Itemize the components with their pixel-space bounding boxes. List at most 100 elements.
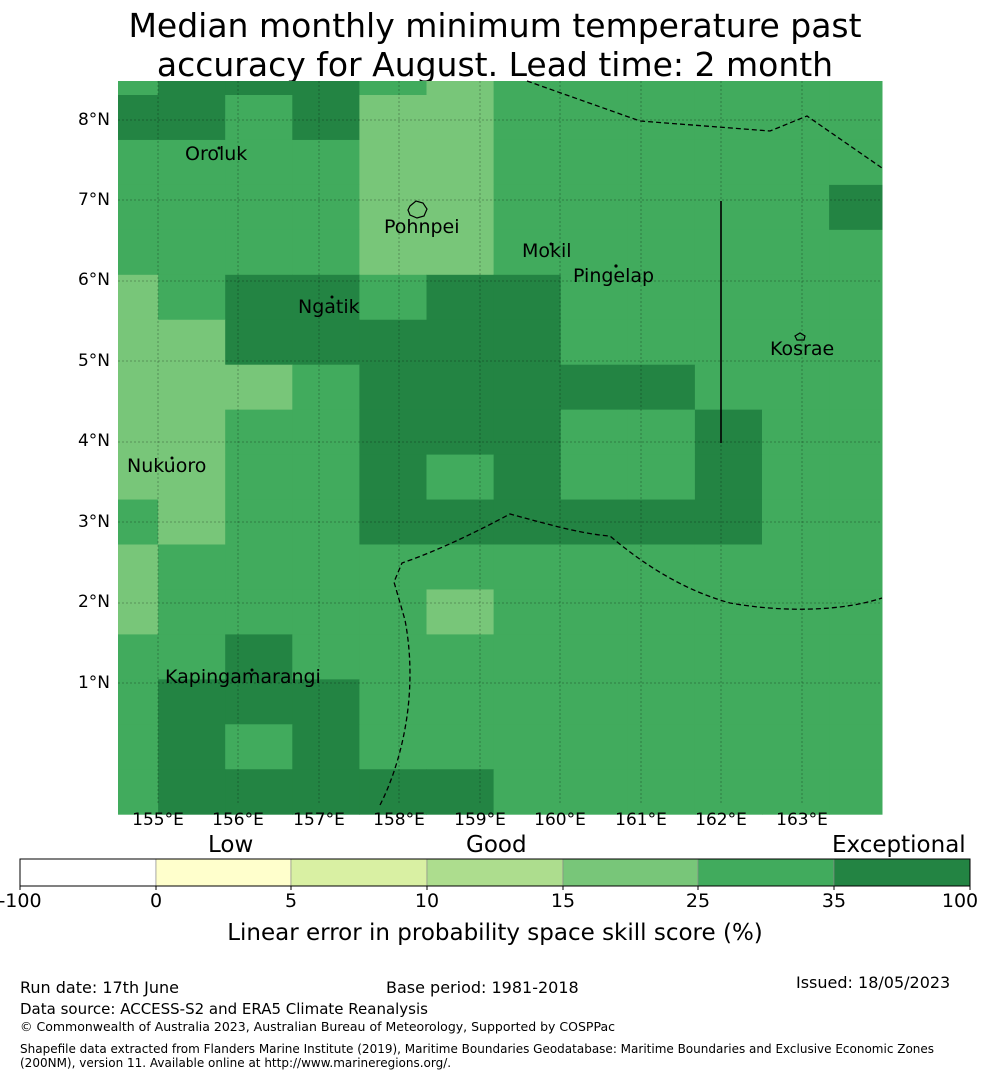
shapefile-credit-line-1: Shapefile data extracted from Flanders M…: [20, 1042, 935, 1056]
pohnpei-island-shape: [407, 200, 428, 219]
grid-cell: [292, 499, 360, 545]
grid-cell: [158, 95, 226, 141]
grid-cell: [225, 634, 293, 680]
grid-cell: [694, 724, 763, 770]
grid-cell: [118, 81, 159, 96]
grid-cell: [694, 229, 763, 276]
grid-cell: [829, 81, 883, 96]
grid-cell: [762, 679, 830, 725]
grid-cell: [493, 409, 562, 456]
grid-cell: [118, 229, 159, 276]
grid-cell: [292, 409, 360, 456]
grid-cell: [627, 319, 696, 366]
grid-cell: [627, 409, 696, 456]
grid-cell: [560, 769, 629, 815]
lat-label-4n: 4°N: [77, 431, 110, 451]
place-label-pohnpei: Pohnpei: [384, 216, 460, 238]
lat-label-7n: 7°N: [77, 190, 110, 210]
grid-cell: [158, 544, 226, 590]
map-title: Median monthly minimum temperature past …: [0, 6, 990, 84]
grid-cell: [627, 95, 696, 141]
grid-cell: [560, 229, 629, 276]
grid-cell: [158, 454, 226, 501]
data-source: Data source: ACCESS-S2 and ERA5 Climate …: [20, 1000, 428, 1018]
pingelap-atoll-mark: [614, 264, 618, 268]
place-label-nukuoro: Nukuoro: [127, 455, 207, 477]
grid-cell: [694, 184, 763, 231]
kosrae-island-shape: [794, 332, 806, 341]
grid-cell: [493, 184, 562, 231]
grid-cell: [560, 409, 629, 456]
colorbar-tick-25: 25: [685, 890, 711, 912]
grid-cell: [829, 229, 883, 276]
grid-cell: [627, 81, 696, 96]
colorbar-segment: [155, 858, 292, 887]
grid-cell: [225, 229, 293, 276]
grid-cell: [560, 95, 629, 141]
eez-boundaries: [379, 80, 883, 806]
lon-label-163e: 163°E: [776, 810, 828, 830]
lat-label-6n: 6°N: [77, 270, 110, 290]
grid-cell: [694, 274, 763, 321]
grid-cell: [627, 364, 696, 411]
grid-cell: [118, 409, 159, 456]
grid-cell: [762, 274, 830, 321]
grid-cell: [158, 184, 226, 231]
grid-cell: [359, 95, 427, 141]
grid-cell: [118, 724, 159, 770]
lon-label-160e: 160°E: [534, 810, 586, 830]
oroluk-atoll-mark: [217, 146, 221, 150]
grid-cell: [158, 229, 226, 276]
grid-cell: [292, 364, 360, 411]
grid-cell: [829, 499, 883, 545]
grid-cell: [225, 499, 293, 545]
category-label-exceptional: Exceptional: [832, 832, 966, 858]
grid-cell: [627, 184, 696, 231]
grid-cell: [493, 724, 562, 770]
grid-cell: [118, 95, 159, 141]
grid-cell: [762, 499, 830, 545]
grid-cell: [292, 274, 360, 321]
place-label-mokil: Mokil: [522, 240, 572, 262]
grid-cell: [426, 319, 495, 366]
grid-cell: [359, 769, 427, 815]
grid-cell: [225, 589, 293, 635]
grid-cell: [292, 81, 360, 96]
grid-cell: [694, 769, 763, 815]
grid-cell: [627, 589, 696, 635]
grid-cell: [426, 139, 495, 186]
grid-cell: [829, 724, 883, 770]
grid-cell: [359, 81, 427, 96]
grid-cell: [627, 769, 696, 815]
grid-cell: [118, 319, 159, 366]
lon-label-156e: 156°E: [212, 810, 264, 830]
grid-cell: [118, 184, 159, 231]
grid-cell: [762, 364, 830, 411]
grid-cell: [694, 409, 763, 456]
place-label-oroluk: Oroluk: [185, 143, 248, 165]
grid-cell: [829, 95, 883, 141]
grid-cell: [493, 499, 562, 545]
grid-cell: [426, 499, 495, 545]
lon-label-159e: 159°E: [454, 810, 506, 830]
grid-cell: [158, 499, 226, 545]
grid-cell: [493, 769, 562, 815]
grid-cell: [118, 634, 159, 680]
grid-cell: [225, 769, 293, 815]
grid-cell: [359, 544, 427, 590]
grid-cell: [158, 634, 226, 680]
grid-cell: [225, 81, 293, 96]
grid-cell: [829, 454, 883, 501]
grid-cell: [762, 544, 830, 590]
grid-cell: [158, 139, 226, 186]
grid-cell: [493, 319, 562, 366]
grid-cell: [359, 409, 427, 456]
grid-cell: [225, 364, 293, 411]
grid-cell: [158, 81, 226, 96]
grid-cell: [694, 81, 763, 96]
grid-cell: [762, 229, 830, 276]
grid-cell: [225, 544, 293, 590]
grid-cell: [560, 679, 629, 725]
grid-cell: [225, 409, 293, 456]
lat-label-3n: 3°N: [77, 512, 110, 532]
